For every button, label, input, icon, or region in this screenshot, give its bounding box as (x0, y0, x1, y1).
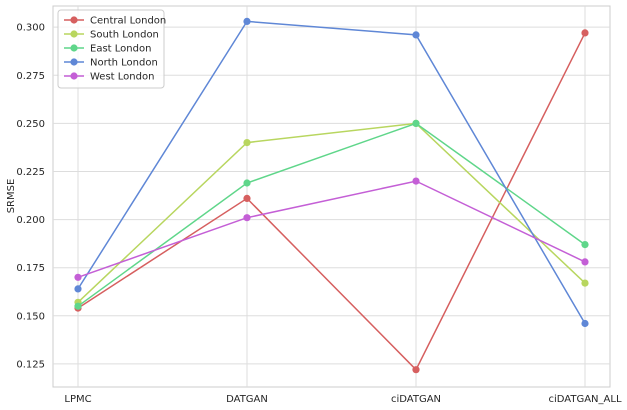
series-north-london (74, 17, 589, 328)
data-point (74, 302, 82, 310)
x-tick-labels: LPMC DATGAN ciDATGAN ciDATGAN_ALL (64, 394, 622, 405)
y-tick-label: 0.250 (16, 119, 45, 130)
data-point (412, 177, 420, 185)
y-tick-label: 0.175 (16, 263, 45, 274)
data-point (581, 258, 589, 266)
data-point (581, 319, 589, 328)
series-line (77, 32, 586, 371)
series-line (77, 180, 586, 279)
y-tick-labels: 0.125 0.150 0.175 0.200 0.225 0.250 0.275 0.300 (16, 23, 45, 371)
series-west-london (74, 177, 589, 281)
data-point (74, 285, 82, 293)
data-point (243, 17, 251, 25)
data-point (581, 241, 589, 249)
x-tick-label: DATGAN (226, 394, 268, 405)
legend: Central London South London East London Nor… (57, 9, 166, 89)
data-point (412, 31, 420, 39)
data-point (243, 179, 251, 187)
y-tick-label: 0.275 (16, 71, 45, 82)
data-point (74, 273, 82, 281)
y-tick-label: 0.125 (16, 359, 45, 370)
data-point (581, 29, 589, 37)
y-tick-label: 0.300 (16, 23, 45, 34)
data-point (412, 366, 420, 374)
series-group (74, 17, 589, 374)
legend-label: South London (90, 30, 159, 41)
legend-label: North London (90, 58, 158, 69)
legend-marker (70, 72, 78, 80)
legend-label: West London (90, 72, 154, 83)
x-tick-label: ciDATGAN_ALL (548, 394, 621, 405)
legend-label: East London (90, 44, 151, 55)
x-tick-label: LPMC (64, 394, 91, 405)
series-east-london (74, 119, 589, 310)
y-tick-label: 0.150 (16, 311, 45, 322)
legend-marker (70, 44, 78, 52)
y-axis-label: SRMSE (6, 179, 17, 214)
legend-label: Central London (90, 16, 166, 27)
data-point (581, 279, 589, 287)
series-line (77, 20, 586, 324)
data-point (243, 194, 251, 202)
legend-marker (70, 58, 78, 66)
legend-box (57, 9, 165, 89)
y-tick-label: 0.200 (16, 215, 45, 226)
x-tick-label: ciDATGAN (391, 394, 441, 405)
y-tick-label: 0.225 (16, 167, 45, 178)
data-point (243, 139, 251, 147)
data-point (243, 214, 251, 222)
legend-marker (70, 30, 78, 38)
legend-marker (70, 16, 78, 24)
series-line (77, 122, 586, 307)
series-line (77, 122, 586, 303)
data-point (412, 119, 420, 127)
